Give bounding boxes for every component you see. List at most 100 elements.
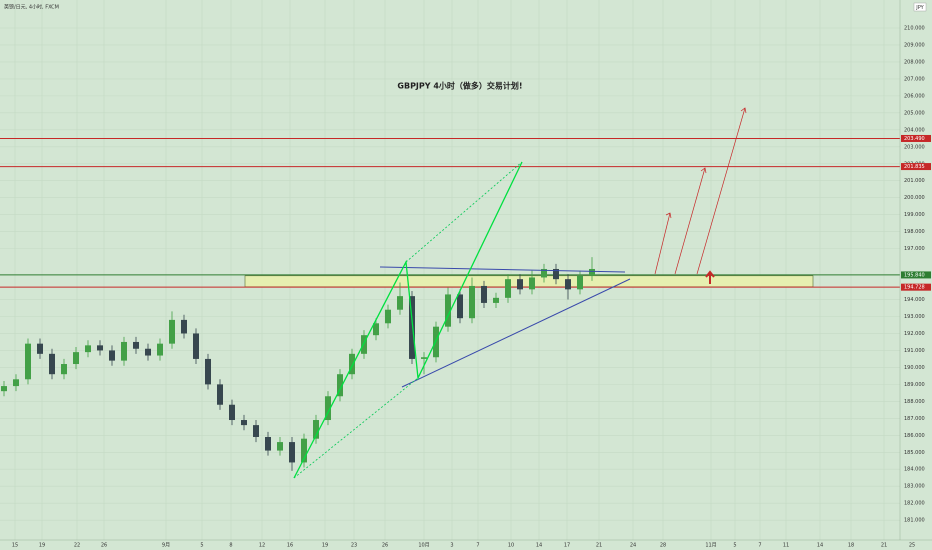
chart-title: GBPJPY 4小时（做多）交易计划!	[397, 81, 522, 91]
candle-body	[289, 442, 295, 463]
candle-body	[73, 352, 79, 365]
y-tick-label: 206.000	[904, 93, 925, 99]
x-tick-label: 15	[12, 543, 18, 549]
y-tick-label: 190.000	[904, 365, 925, 371]
drawings	[293, 107, 747, 479]
trendline	[401, 278, 631, 388]
candle-body	[361, 335, 367, 354]
y-tick-label: 198.000	[904, 229, 925, 235]
x-tick-label: 14	[817, 543, 823, 549]
candle-body	[253, 425, 259, 437]
x-tick-label: 12	[259, 543, 265, 549]
candle-body	[481, 285, 487, 303]
y-tick-label: 194.000	[904, 297, 925, 303]
y-tick-label: 185.000	[904, 450, 925, 456]
y-tick-label: 204.000	[904, 127, 925, 133]
y-tick-label: 189.000	[904, 382, 925, 388]
y-tick-label: 193.000	[904, 314, 925, 320]
x-tick-label: 5	[733, 543, 736, 549]
candle-body	[529, 277, 535, 290]
candle-body	[265, 436, 271, 451]
candle-body	[25, 343, 31, 380]
y-tick-label: 182.000	[904, 501, 925, 507]
candle-body	[109, 350, 115, 361]
x-tick-label: 16	[287, 543, 293, 549]
x-tick-label: 5	[200, 543, 203, 549]
y-tick-label: 181.000	[904, 518, 925, 524]
axes: 181.000 182.000 183.000 184.000 185.000 186.0…	[12, 26, 931, 549]
x-tick-label: 26	[101, 543, 107, 549]
candle-body	[205, 358, 211, 385]
candle-body	[1, 386, 7, 392]
candle-body	[517, 279, 523, 290]
level-label: 201.835	[904, 164, 925, 170]
x-tick-label: 11月	[705, 543, 716, 549]
candle-body	[241, 420, 247, 426]
candle-body	[121, 341, 127, 361]
candle-body	[169, 319, 175, 344]
x-tick-label: 28	[660, 543, 666, 549]
x-tick-label: 11	[783, 543, 789, 549]
candle-body	[193, 333, 199, 359]
x-tick-label: 24	[630, 543, 636, 549]
candle-body	[49, 353, 55, 375]
level-badge	[901, 283, 931, 291]
trendline	[379, 266, 626, 273]
y-tick-label: 184.000	[904, 467, 925, 473]
projection	[696, 107, 746, 275]
y-tick-label: 197.000	[904, 246, 925, 252]
x-tick-label: 26	[382, 543, 388, 549]
x-tick-label: 7	[476, 543, 479, 549]
candle-body	[553, 268, 559, 280]
candle-body	[301, 438, 307, 463]
x-tick-label: 8	[229, 543, 232, 549]
x-tick-label: 18	[848, 543, 854, 549]
level-label: 203.490	[904, 136, 925, 142]
pattern-dotted	[405, 161, 523, 263]
candle-body	[385, 309, 391, 324]
candle-body	[457, 294, 463, 319]
candle-body	[409, 296, 415, 359]
grid	[0, 0, 900, 540]
x-tick-label: 9月	[162, 543, 170, 549]
y-tick-label: 203.000	[904, 144, 925, 150]
projection	[654, 212, 671, 275]
y-tick-label: 209.000	[904, 42, 925, 48]
level-badge	[901, 163, 931, 171]
arrow-head	[665, 212, 672, 219]
candle-body	[325, 396, 331, 421]
candle-body	[13, 379, 19, 387]
y-tick-label: 201.000	[904, 178, 925, 184]
projection	[674, 167, 706, 275]
x-tick-label: 22	[74, 543, 80, 549]
x-tick-label: 7	[758, 543, 761, 549]
candle-body	[133, 341, 139, 349]
y-tick-label: 188.000	[904, 399, 925, 405]
candle-body	[277, 442, 283, 451]
y-tick-label: 200.000	[904, 195, 925, 201]
candle-body	[373, 323, 379, 336]
level-label: 194.728	[904, 285, 925, 291]
candle-body	[97, 345, 103, 351]
candle-body	[337, 374, 343, 397]
y-tick-label: 208.000	[904, 59, 925, 65]
y-tick-label: 191.000	[904, 348, 925, 354]
candle-body	[541, 268, 547, 278]
y-tick-label: 192.000	[904, 331, 925, 337]
candle-body	[349, 353, 355, 375]
candle-body	[181, 319, 187, 334]
candle-body	[229, 404, 235, 421]
candle-body	[145, 348, 151, 356]
candle-body	[157, 343, 163, 356]
x-tick-label: 10月	[418, 543, 429, 549]
candle-body	[493, 297, 499, 303]
candle-body	[589, 268, 595, 276]
currency: JPY	[915, 5, 924, 11]
candle-body	[217, 384, 223, 405]
level-layer	[0, 137, 900, 288]
y-tick-label: 207.000	[904, 76, 925, 82]
x-tick-label: 21	[596, 543, 602, 549]
x-tick-label: 19	[322, 543, 328, 549]
